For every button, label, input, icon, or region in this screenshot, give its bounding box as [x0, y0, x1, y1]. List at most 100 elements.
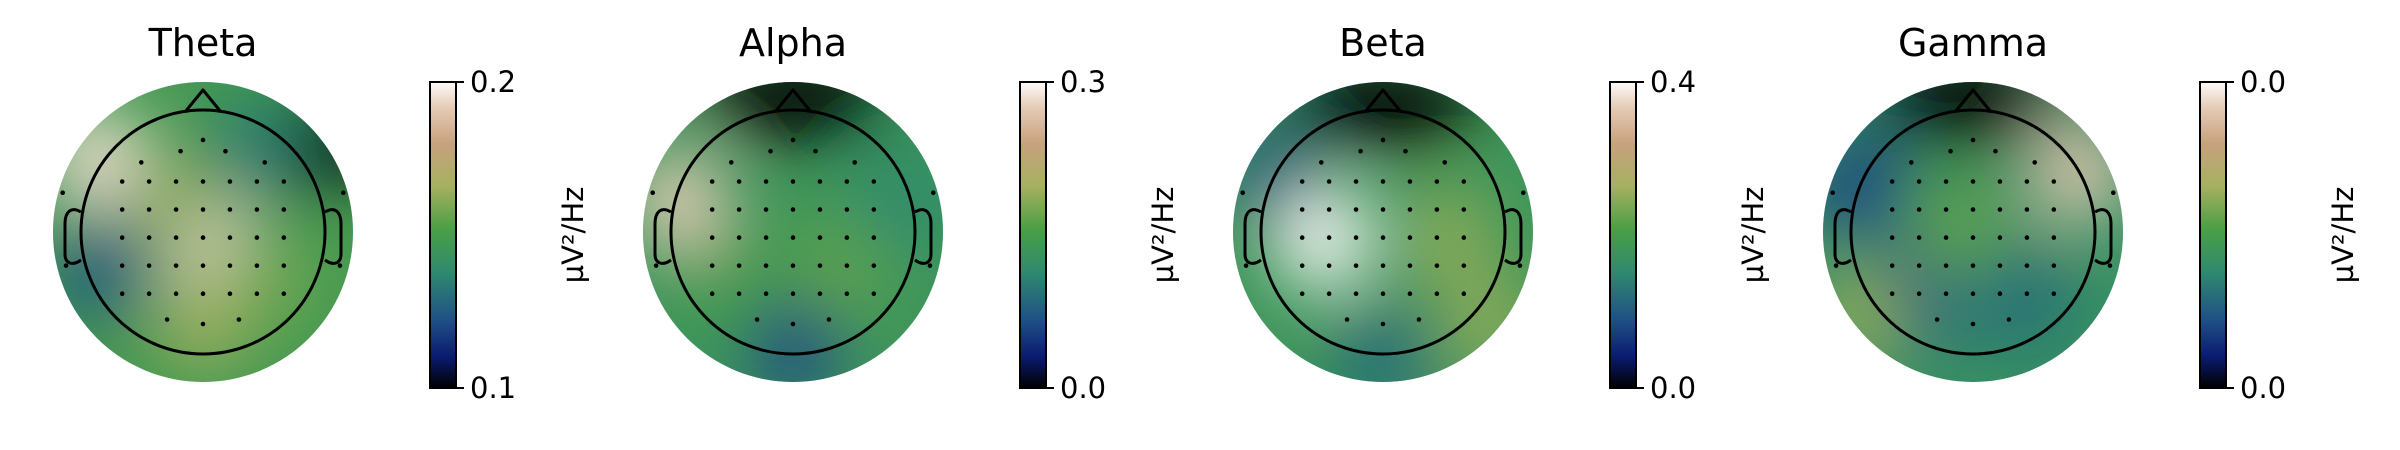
- electrode-marker: [650, 190, 655, 196]
- electrode-marker: [1380, 263, 1386, 268]
- electrode-marker: [736, 291, 742, 297]
- colorbar: [2199, 81, 2227, 389]
- electrode-marker: [790, 207, 796, 212]
- electrode-marker: [736, 263, 742, 268]
- electrode-marker: [173, 207, 179, 212]
- electrode-marker: [871, 179, 877, 184]
- topomap-title: Alpha: [739, 21, 847, 65]
- electrode-marker: [763, 179, 769, 184]
- head-outline: [1259, 108, 1507, 356]
- colorbar-tick-label: 0.0: [2240, 65, 2286, 99]
- electrode-marker: [1908, 160, 1914, 165]
- power-hotspot: [1823, 264, 1907, 368]
- left-ear: [63, 208, 82, 265]
- electrode-marker: [1889, 263, 1895, 268]
- nose-marker: [183, 88, 223, 113]
- left-ear: [1833, 208, 1852, 265]
- electrode-marker: [871, 291, 877, 297]
- colorbar-tick-label: 0.3: [1060, 65, 1106, 99]
- left-ear: [1243, 208, 1262, 265]
- electrode-marker: [138, 160, 144, 165]
- electrode-marker: [63, 263, 69, 268]
- electrode-marker: [871, 235, 877, 240]
- electrode-marker: [200, 263, 206, 268]
- electrode-marker: [1434, 179, 1440, 184]
- electrode-marker: [844, 263, 850, 268]
- power-hotspot: [685, 228, 781, 332]
- electrode-marker: [2024, 179, 2030, 184]
- electrode-marker: [236, 317, 242, 322]
- electrode-marker: [119, 235, 125, 240]
- electrode-marker: [281, 207, 287, 212]
- electrode-marker: [817, 291, 823, 297]
- electrode-marker: [200, 291, 206, 297]
- electrode-marker: [1416, 317, 1422, 322]
- electrode-marker: [200, 321, 206, 327]
- topomap-title: Beta: [1339, 21, 1427, 65]
- power-hotspot: [1288, 82, 1478, 148]
- electrode-marker: [1326, 207, 1332, 212]
- electrode-marker: [2051, 263, 2057, 268]
- electrode-marker: [826, 317, 832, 322]
- electrode-marker: [1970, 263, 1976, 268]
- electrode-marker: [1916, 235, 1922, 240]
- electrode-marker: [1997, 235, 2003, 240]
- electrode-marker: [200, 207, 206, 212]
- electrode-marker: [813, 148, 818, 154]
- electrode-marker: [119, 263, 125, 268]
- electrode-marker: [164, 317, 170, 322]
- electrode-marker: [927, 263, 933, 268]
- electrode-marker: [1353, 291, 1359, 297]
- power-hotspot: [1910, 174, 2006, 278]
- head-outline: [1849, 108, 2097, 356]
- electrode-marker: [871, 263, 877, 268]
- electrode-marker: [1970, 179, 1976, 184]
- right-ear: [324, 208, 343, 265]
- electrode-marker: [1353, 263, 1359, 268]
- electrode-marker: [736, 235, 742, 240]
- electrode-marker: [709, 235, 715, 240]
- electrode-marker: [1407, 291, 1413, 297]
- electrode-marker: [1434, 263, 1440, 268]
- power-hotspot: [203, 96, 299, 200]
- colorbar: [1609, 81, 1637, 389]
- electrode-marker: [227, 263, 233, 268]
- electrode-marker: [1380, 235, 1386, 240]
- electrode-marker: [754, 317, 760, 322]
- electrode-marker: [1299, 291, 1305, 297]
- electrode-marker: [281, 263, 287, 268]
- electrode-marker: [146, 235, 152, 240]
- electrode-marker: [763, 235, 769, 240]
- power-hotspot: [53, 216, 149, 320]
- electrode-marker: [790, 263, 796, 268]
- electrode-marker: [2051, 207, 2057, 212]
- electrode-marker: [2051, 235, 2057, 240]
- electrode-marker: [1318, 160, 1324, 165]
- colorbar-label: µV²/Hz: [1736, 187, 1770, 284]
- electrode-marker: [1943, 207, 1949, 212]
- electrode-marker: [1517, 263, 1523, 268]
- electrode-marker: [852, 160, 858, 165]
- electrode-marker: [871, 207, 877, 212]
- electrode-marker: [1943, 263, 1949, 268]
- colorbar-label: µV²/Hz: [1146, 187, 1180, 284]
- electrode-marker: [281, 291, 287, 297]
- electrode-marker: [173, 235, 179, 240]
- topomap-title: Theta: [148, 21, 258, 65]
- electrode-marker: [1380, 179, 1386, 184]
- electrode-marker: [254, 235, 260, 240]
- electrode-marker: [1353, 235, 1359, 240]
- topomap-panel-beta: Beta 0.4 0.0 µV²/Hz: [1233, 21, 1770, 405]
- electrode-marker: [844, 207, 850, 212]
- electrode-marker: [281, 179, 287, 184]
- electrode-marker: [1326, 235, 1332, 240]
- electrode-marker: [1461, 263, 1467, 268]
- electrode-marker: [1916, 179, 1922, 184]
- electrode-marker: [1997, 263, 2003, 268]
- electrode-marker: [341, 190, 346, 196]
- electrode-marker: [2051, 179, 2057, 184]
- power-hotspot: [125, 150, 221, 254]
- electrode-marker: [146, 179, 152, 184]
- electrode-marker: [1326, 291, 1332, 297]
- electrode-marker: [1353, 179, 1359, 184]
